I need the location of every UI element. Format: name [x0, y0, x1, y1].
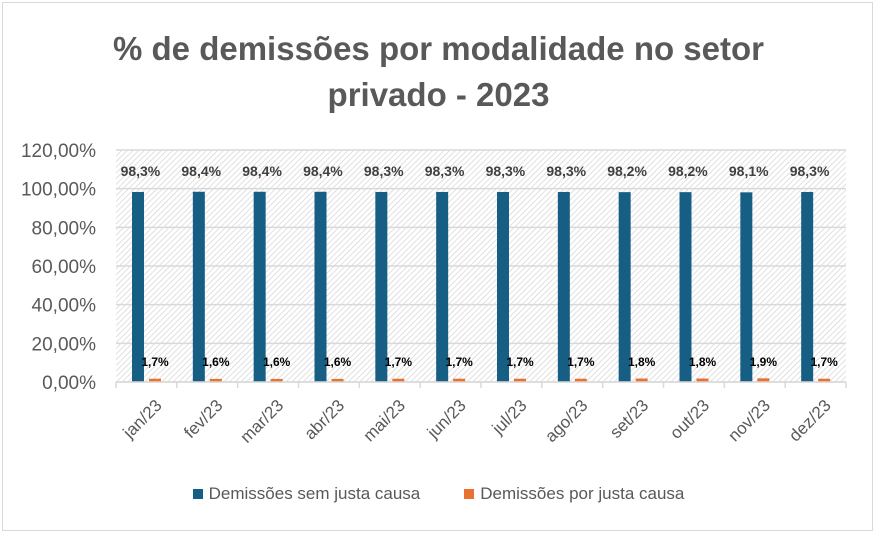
data-label-sem-justa-causa: 98,3%: [486, 163, 526, 179]
bar-por-justa-causa: [149, 378, 161, 382]
data-label-por-justa-causa: 1,6%: [263, 355, 291, 369]
bar-sem-justa-causa: [497, 191, 509, 382]
data-label-por-justa-causa: 1,8%: [628, 355, 656, 369]
data-label-sem-justa-causa: 98,4%: [303, 163, 343, 179]
bar-sem-justa-causa: [375, 191, 388, 382]
bar-sem-justa-causa: [740, 192, 753, 382]
bar-por-justa-causa: [696, 378, 709, 382]
bar-sem-justa-causa: [436, 191, 449, 382]
y-tick-label: 40,00%: [32, 296, 97, 317]
data-label-sem-justa-causa: 98,1%: [729, 163, 769, 179]
x-tick-label: fev/23: [180, 396, 226, 442]
x-tick-label: mar/23: [236, 396, 287, 447]
data-label-sem-justa-causa: 98,2%: [668, 163, 708, 179]
data-label-por-justa-causa: 1,7%: [141, 355, 169, 369]
bar-por-justa-causa: [209, 378, 222, 382]
bar-sem-justa-causa: [192, 191, 205, 382]
data-label-sem-justa-causa: 98,4%: [242, 163, 282, 179]
bar-sem-justa-causa: [314, 191, 327, 382]
bar-sem-justa-causa: [618, 192, 631, 382]
bar-por-justa-causa: [757, 378, 770, 382]
x-tick-label: out/23: [666, 396, 713, 443]
data-label-sem-justa-causa: 98,3%: [546, 163, 586, 179]
bar-sem-justa-causa: [801, 191, 814, 382]
data-label-por-justa-causa: 1,8%: [689, 355, 717, 369]
legend-item-sem-justa-causa: Demissões sem justa causa: [192, 484, 421, 504]
data-label-sem-justa-causa: 98,3%: [425, 163, 465, 179]
bar-por-justa-causa: [514, 378, 526, 382]
bar-sem-justa-causa: [557, 191, 570, 382]
bar-por-justa-causa: [453, 378, 466, 382]
bar-por-justa-causa: [331, 378, 344, 382]
data-label-por-justa-causa: 1,7%: [810, 355, 838, 369]
data-label-por-justa-causa: 1,7%: [506, 355, 534, 369]
y-tick-label: 0,00%: [42, 373, 96, 394]
chart-title-line-1: % de demissões por modalidade no setor: [113, 30, 764, 67]
y-tick-label: 100,00%: [21, 180, 96, 201]
bar-sem-justa-causa: [253, 191, 266, 382]
bar-por-justa-causa: [270, 378, 283, 382]
x-tick-label: ago/23: [541, 396, 591, 446]
data-label-por-justa-causa: 1,9%: [750, 355, 778, 369]
bar-por-justa-causa: [635, 378, 648, 382]
y-tick-label: 20,00%: [32, 334, 97, 355]
data-label-por-justa-causa: 1,7%: [445, 355, 473, 369]
bar-por-justa-causa: [392, 378, 405, 382]
legend-swatch: [464, 489, 475, 499]
y-tick-label: 120,00%: [21, 141, 96, 162]
legend-item-por-justa-causa: Demissões por justa causa: [464, 484, 684, 504]
legend-label: Demissões por justa causa: [480, 484, 685, 503]
data-label-sem-justa-causa: 98,3%: [121, 163, 161, 179]
data-label-por-justa-causa: 1,7%: [567, 355, 595, 369]
chart-title: % de demissões por modalidade no setor p…: [0, 26, 877, 118]
x-tick-label: abr/23: [301, 396, 349, 444]
bar-sem-justa-causa: [132, 191, 144, 382]
y-tick-label: 60,00%: [32, 257, 97, 278]
data-label-sem-justa-causa: 98,3%: [364, 163, 404, 179]
bar-por-justa-causa: [574, 378, 587, 382]
y-tick-label: 80,00%: [32, 218, 97, 239]
x-tick-label: jan/23: [119, 396, 166, 443]
data-label-por-justa-causa: 1,6%: [324, 355, 352, 369]
x-tick-label: dez/23: [785, 396, 835, 446]
data-label-por-justa-causa: 1,6%: [202, 355, 230, 369]
x-tick-label: jul/23: [488, 396, 531, 439]
x-tick-label: nov/23: [724, 396, 774, 446]
x-tick-label: jun/23: [423, 396, 470, 443]
data-label-por-justa-causa: 1,7%: [385, 355, 413, 369]
legend-swatch: [192, 489, 203, 499]
legend-label: Demissões sem justa causa: [208, 484, 421, 503]
data-label-sem-justa-causa: 98,3%: [790, 163, 830, 179]
data-label-sem-justa-causa: 98,4%: [181, 163, 221, 179]
x-tick-label: mai/23: [359, 396, 409, 446]
data-label-sem-justa-causa: 98,2%: [607, 163, 647, 179]
legend: Demissões sem justa causa Demissões por …: [0, 484, 877, 504]
bar-por-justa-causa: [818, 378, 831, 382]
x-tick-label: set/23: [606, 396, 652, 442]
bar-sem-justa-causa: [679, 192, 692, 382]
chart-title-line-2: privado - 2023: [327, 76, 550, 113]
